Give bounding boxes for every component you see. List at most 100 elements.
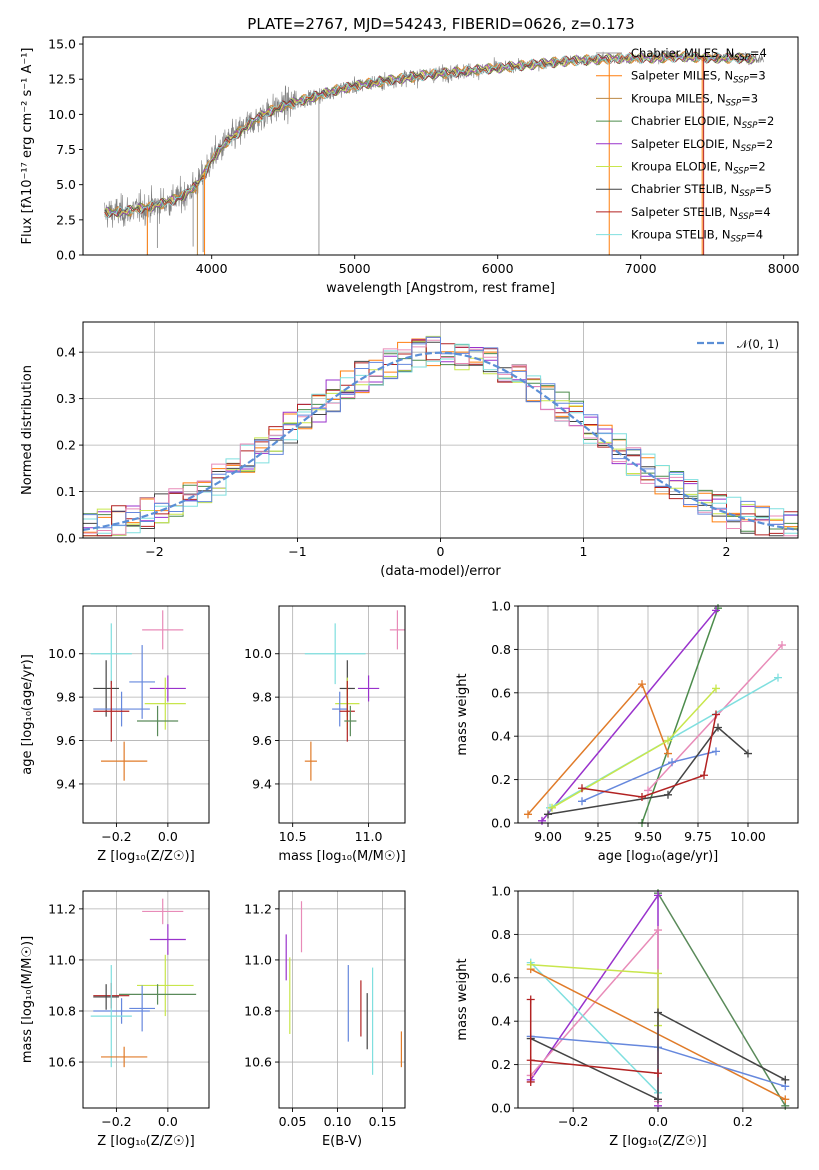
age-mass-frame: 10.5 11.0 9.4 9.6 9.8 10.0 mass [log₁₀(M/M☉)] (244, 605, 406, 864)
residuals-ytick-label: 0.3 (56, 391, 76, 406)
residuals-ytick-label: 0.2 (56, 438, 76, 453)
spectrum-legend-label: Chabrier ELODIE, NSSP=2 (631, 114, 774, 131)
mw-age-series-line (551, 687, 717, 809)
mw-age-series (524, 604, 786, 827)
mw-age-series-marker (714, 723, 722, 732)
mass-ebv-xtick-label: 0.10 (324, 1114, 352, 1129)
mw-age-xtick-label: 9.50 (634, 829, 662, 844)
spectrum-ytick-label: 2.5 (56, 212, 76, 227)
mass-ebv-xlabel: E(B-V) (322, 1134, 362, 1149)
mw-age-series-marker (638, 792, 646, 801)
mw-age-series-marker (544, 810, 552, 819)
mw-age-series-marker (638, 680, 646, 689)
spectrum-model-line-c7 (104, 51, 756, 218)
mw-z-series-marker (654, 926, 662, 935)
age-mass-xtick-label: 10.5 (279, 829, 307, 844)
age-z-ytick-label: 9.6 (56, 733, 76, 748)
mw-age-series-marker (774, 673, 782, 682)
mw-z-series-marker (781, 1095, 790, 1104)
mass-z-ytick-label: 11.2 (48, 901, 76, 916)
spectrum-legend-label: Salpeter ELODIE, NSSP=2 (631, 137, 773, 154)
mass-z-axes (83, 891, 209, 1108)
mw-z-series-line (530, 964, 659, 1026)
mass-z-xlabel: Z [log₁₀(Z/Z☉)] (97, 1134, 194, 1149)
mw-age-xtick-label: 9.00 (534, 829, 562, 844)
mw-age-series-marker (712, 684, 720, 693)
mass-ebv-frame: 0.05 0.10 0.15 10.6 10.8 11.0 11.2 E(B-V) (244, 890, 406, 1149)
mw-z-ytick-label: 0.2 (491, 1057, 511, 1072)
mw-age-series-marker (664, 736, 672, 745)
mw-z-xtick-label: 0.2 (733, 1114, 753, 1129)
age-z-ytick-label: 9.4 (56, 776, 76, 791)
mw-age-series-line (641, 607, 719, 824)
mw-z-xlabel: Z [log₁₀(Z/Z☉)] (609, 1134, 706, 1149)
mass-z-ytick-label: 10.8 (48, 1003, 76, 1018)
age-z-frame: −0.2 0.0 9.4 9.6 9.8 10.0 Z [log₁₀(Z/Z☉)] age [… (20, 605, 210, 864)
spectrum-xtick-label: 6000 (482, 261, 514, 276)
mass-z-frame: −0.2 0.0 10.6 10.8 11.0 11.2 Z [log₁₀(Z/Z☉)] ma… (20, 890, 210, 1149)
mw-age-series-marker (712, 747, 720, 756)
figure-title: PLATE=2767, MJD=54243, FIBERID=0626, z=0… (247, 15, 634, 33)
residuals-xtick-label: 2 (723, 544, 731, 559)
mw-age-ytick-label: 0.2 (491, 772, 511, 787)
mw-z-series-marker (654, 891, 662, 900)
mass-ebv-xtick-label: 0.05 (279, 1114, 307, 1129)
mass-ebv-axes (279, 891, 405, 1108)
mass-ebv-ytick-label: 11.0 (244, 952, 272, 967)
mw-z-series-marker (654, 1008, 662, 1017)
mw-z-series-marker (654, 1095, 662, 1104)
age-mass-ytick-label: 9.8 (252, 690, 272, 705)
spectrum-legend-label: Salpeter MILES, NSSP=3 (631, 69, 766, 86)
mass-ebv-xtick-label: 0.15 (369, 1114, 397, 1129)
age-mass-axes (279, 606, 405, 823)
mw-z-xtick-label: −0.2 (558, 1114, 588, 1129)
mw-z-series-line (530, 1011, 786, 1101)
residuals-frame: −2 −1 0 1 2 0.0 0.1 0.2 0.3 0.4 (data-model)/error… (20, 321, 799, 579)
mw-z-series-line (530, 1059, 659, 1075)
mw-age-series-marker (578, 784, 586, 793)
mw-age-ytick-label: 0.4 (491, 729, 511, 744)
mw-age-xtick-label: 9.25 (584, 829, 612, 844)
spectrum-xlabel: wavelength [Angstrom, rest frame] (326, 281, 555, 296)
mw-age-frame: 9.00 9.25 9.50 9.75 10.00 0.0 0.2 0.4 0.6 0.8 1.0 a… (455, 599, 799, 864)
spectrum-model-line-c8 (104, 51, 756, 219)
age-z-ytick-label: 9.8 (56, 690, 76, 705)
residual-histogram-c8 (83, 343, 798, 534)
mw-age-ylabel: mass weight (455, 673, 470, 755)
residuals-xtick-label: 0 (437, 544, 445, 559)
spectrum-legend-label: Chabrier STELIB, NSSP=5 (631, 182, 772, 199)
spectrum-ytick-label: 15.0 (48, 37, 76, 52)
residual-histogram-cb (83, 336, 798, 529)
residuals-legend: 𝒩(0, 1) (697, 337, 779, 351)
mw-z-series-line (657, 892, 786, 1107)
mass-z-xtick-label: −0.2 (101, 1114, 131, 1129)
mw-age-series-marker (664, 790, 672, 799)
age-mass-ytick-label: 9.6 (252, 733, 272, 748)
spectrum-ylabel: Flux [fλ10⁻¹⁷ erg cm⁻² s⁻¹ A⁻¹] (20, 48, 35, 245)
age-mass-axes-frame (278, 605, 406, 824)
mass-ebv-points (285, 901, 402, 1075)
spectrum-xtick-label: 5000 (339, 261, 371, 276)
mw-age-series-line (547, 726, 749, 816)
mw-z-series-line (530, 962, 659, 1094)
mass-ebv-axes-frame (278, 890, 406, 1109)
spectrum-xtick-label: 7000 (625, 261, 657, 276)
mw-z-series (526, 889, 790, 1110)
mass-ebv-ytick-label: 10.8 (244, 1003, 272, 1018)
age-z-ylabel: age [log₁₀(age/yr)] (20, 654, 35, 775)
mw-z-ytick-label: 0.8 (491, 927, 511, 942)
spectrum-axes-frame (82, 36, 799, 256)
residuals-ytick-label: 0.4 (56, 345, 76, 360)
spectrum-xtick-label: 8000 (768, 261, 800, 276)
age-z-axes-frame (82, 605, 210, 824)
residuals-ytick-label: 0.1 (56, 484, 76, 499)
age-z-points (90, 610, 186, 781)
age-z-xlabel: Z [log₁₀(Z/Z☉)] (97, 849, 194, 864)
mass-z-ytick-label: 11.0 (48, 952, 76, 967)
normal-curve (83, 351, 798, 531)
mw-age-series-marker (668, 758, 676, 767)
residuals-xtick-label: −2 (145, 544, 163, 559)
mw-z-series-marker (526, 995, 535, 1004)
mw-age-xlabel: age [log₁₀(age/yr)] (598, 849, 719, 864)
